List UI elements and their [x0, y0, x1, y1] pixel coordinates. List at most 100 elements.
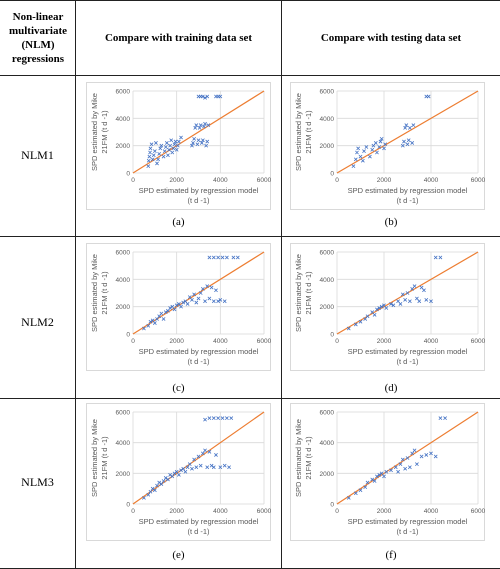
data-point [214, 453, 218, 457]
data-point [197, 126, 202, 130]
data-point [202, 124, 206, 129]
y-axis-label: SPD estimated by Mike [294, 254, 303, 332]
data-point [161, 317, 166, 321]
y-tick-label: 2000 [320, 471, 335, 478]
data-point [218, 465, 223, 470]
data-point [205, 139, 210, 144]
data-point [211, 465, 216, 470]
data-point [159, 482, 164, 486]
data-point [163, 310, 168, 315]
data-point [407, 299, 412, 304]
x-tick-label: 6000 [257, 177, 272, 184]
data-point [225, 416, 229, 421]
x-tick-label: 4000 [213, 338, 228, 345]
data-point [222, 463, 227, 468]
data-point [405, 142, 410, 147]
data-point [191, 141, 195, 145]
y-axis-label: SPD estimated by Mike [90, 254, 99, 332]
y-tick-label: 6000 [116, 410, 131, 417]
data-point [193, 126, 198, 130]
y-axis-label-2: 21FM (t d -1) [304, 271, 313, 315]
chart-b: 0 2000 4000 6000 0 2000 4000 6000 SPD estimated … [290, 82, 486, 210]
data-point [146, 323, 151, 328]
data-point [211, 416, 216, 421]
x-axis-unit: (t d -1) [187, 357, 210, 366]
data-point [353, 157, 358, 162]
data-point [149, 142, 154, 147]
x-tick-label: 0 [131, 338, 135, 345]
chart-c: 0 2000 4000 6000 0 2000 4000 6000 SPD estimated … [86, 243, 272, 371]
chart-f: 0 2000 4000 6000 0 2000 4000 6000 SPD estimated … [290, 403, 486, 541]
row-divider-2 [0, 398, 500, 399]
data-point [146, 492, 151, 497]
data-point [410, 451, 415, 456]
y-axis-label-2: 21FM (t d -1) [100, 271, 109, 315]
data-point [207, 449, 212, 454]
x-axis-label: SPD estimated by regression model [348, 186, 468, 195]
data-point [151, 153, 156, 158]
data-point [179, 304, 183, 309]
data-point [142, 326, 146, 331]
y-tick-label: 0 [126, 171, 130, 178]
data-point [372, 312, 377, 317]
data-point [174, 147, 179, 152]
caption-d: (d) [384, 382, 398, 394]
data-point [174, 303, 179, 308]
y-axis-label: SPD estimated by Mike [90, 93, 99, 171]
data-point [156, 157, 160, 162]
data-point [415, 462, 419, 467]
data-point [222, 299, 227, 304]
x-tick-label: 2000 [169, 338, 184, 345]
data-point [190, 143, 194, 148]
y-tick-label: 6000 [320, 250, 335, 257]
cell-f: 0 2000 4000 6000 0 2000 4000 6000 SPD estimated … [282, 399, 500, 568]
data-point [170, 150, 175, 155]
y-axis-label-2: 21FM (t d -1) [304, 110, 313, 154]
data-point [216, 416, 221, 421]
y-tick-label: 2000 [116, 143, 131, 150]
data-point [168, 472, 172, 477]
data-point [405, 456, 410, 460]
caption-a: (a) [172, 216, 185, 228]
x-tick-label: 2000 [377, 338, 392, 345]
reference-line [336, 90, 479, 174]
y-tick-label: 0 [126, 332, 130, 339]
y-tick-label: 0 [126, 502, 130, 509]
data-point [211, 255, 216, 260]
data-point [368, 154, 372, 159]
data-point [207, 296, 212, 301]
data-point [168, 143, 172, 148]
data-point [346, 495, 351, 500]
row-label-nlm2: NLM2 [21, 315, 54, 329]
data-point [190, 466, 194, 471]
data-point [166, 477, 170, 482]
y-tick-label: 0 [330, 171, 334, 178]
data-point [410, 141, 415, 145]
chart-e-svg: 0 2000 4000 6000 0 2000 4000 6000 SPD estimated … [90, 410, 272, 537]
data-point [159, 311, 164, 316]
y-tick-label: 2000 [116, 304, 131, 311]
data-point [192, 457, 197, 462]
data-point [179, 135, 183, 140]
data-point [422, 288, 426, 293]
data-point [205, 284, 210, 289]
data-point [185, 465, 190, 470]
data-point [206, 123, 211, 128]
data-point [170, 474, 175, 479]
data-point [373, 141, 378, 145]
data-point [148, 489, 153, 494]
col-divider-2 [281, 0, 282, 569]
data-point [167, 147, 171, 152]
x-tick-label: 4000 [213, 508, 228, 515]
data-point [203, 95, 207, 100]
col-divider-1 [75, 0, 76, 569]
data-point [231, 255, 236, 260]
data-point [433, 454, 438, 459]
chart-e: 0 2000 4000 6000 0 2000 4000 6000 SPD estimated … [86, 403, 272, 541]
data-point [203, 448, 207, 453]
data-point [398, 302, 403, 306]
data-point [174, 469, 179, 474]
x-tick-label: 4000 [424, 338, 439, 345]
